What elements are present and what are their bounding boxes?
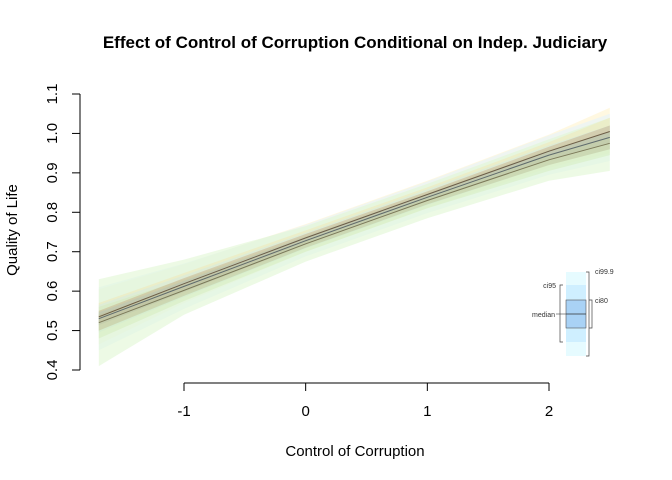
x-tick-label: 0	[301, 403, 309, 420]
y-tick-label: 0.6	[44, 281, 61, 302]
x-tick-label: -1	[177, 403, 190, 420]
y-axis-label: Quality of Life	[4, 184, 21, 276]
y-tick-label: 1.0	[44, 123, 61, 144]
y-tick-label: 0.9	[44, 162, 61, 183]
y-tick-label: 0.8	[44, 202, 61, 223]
legend-ci999-bracket	[586, 271, 590, 357]
y-tick-label: 1.1	[44, 84, 61, 105]
interval-legend: ci95 median ci99.9 ci80	[532, 269, 614, 357]
x-axis: -1 0 1 2	[177, 382, 553, 420]
legend-ci80-bracket	[589, 299, 593, 329]
median-line-middle	[98, 136, 610, 320]
x-tick-label: 1	[423, 403, 431, 420]
legend-label-ci80: ci80	[595, 298, 608, 305]
legend-ci95-bracket	[559, 284, 563, 343]
y-tick-label: 0.7	[44, 241, 61, 262]
y-tick-label: 0.4	[44, 360, 61, 381]
x-axis-label: Control of Corruption	[285, 443, 424, 460]
median-line-upper	[98, 131, 610, 318]
chart-medians	[98, 131, 610, 324]
y-tick-label: 0.5	[44, 320, 61, 341]
legend-label-ci95: ci95	[543, 283, 556, 290]
band-ci80-lower	[98, 137, 610, 331]
y-axis: 0.4 0.5 0.6 0.7 0.8 0.9 1.0 1.1	[44, 84, 81, 381]
chart-bands	[98, 107, 610, 367]
chart-title: Effect of Control of Corruption Conditio…	[103, 33, 608, 52]
median-line-lower	[98, 142, 610, 324]
legend-label-ci999: ci99.9	[595, 269, 614, 276]
legend-label-median: median	[532, 312, 555, 319]
x-tick-label: 2	[545, 403, 553, 420]
